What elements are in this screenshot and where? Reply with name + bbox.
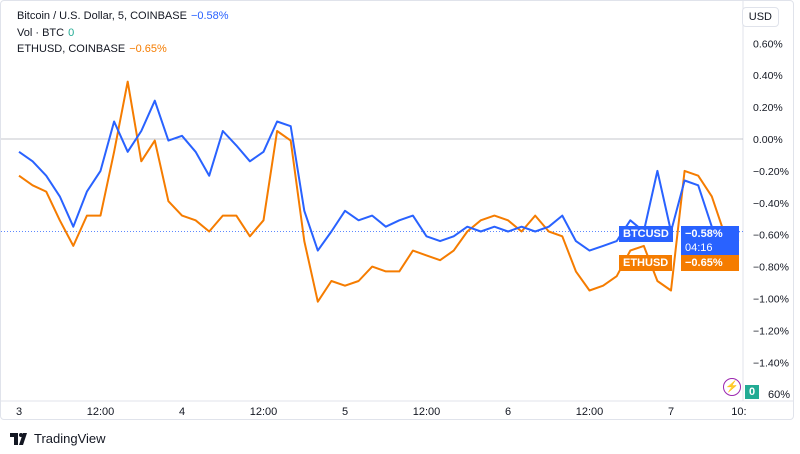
x-tick-label: 12:00 [576,406,604,418]
legend-vol-value: 0 [68,27,75,39]
btc-label-tag: BTCUSD [619,226,673,242]
bar-countdown: 04:16 [685,242,713,254]
legend-compare-title: ETHUSD, COINBASE [17,43,126,55]
y-tick-label: 0.60% [753,38,783,50]
tradingview-logo[interactable]: TradingView [10,431,106,446]
chart-frame[interactable]: 0.60% 0.40% 0.20% 0.00% −0.20% −0.40% −0.60% −0… [0,0,794,420]
btcusd-line [18,99,740,252]
tradingview-logo-icon [10,432,27,445]
y-tick-label: −0.80% [753,262,789,274]
legend-vol-label: Vol · BTC [17,27,65,39]
volume-scale-label: 60% [768,389,791,401]
x-tick-label: 12:00 [250,406,278,418]
legend-main-change: −0.58% [190,10,229,22]
btc-price-tag: −0.58% 04:16 [681,226,739,256]
legend-volume: Vol · BTC 0 [17,27,74,39]
x-tick-label: 12:00 [413,406,441,418]
y-tick-label: −0.40% [753,198,789,210]
y-tick-label: −1.20% [753,325,789,337]
volume-badge: 0 [745,385,760,399]
legend-compare: ETHUSD, COINBASE −0.65% [17,43,167,55]
y-tick-label: 0.40% [753,70,783,82]
x-tick-label: 12:00 [87,406,115,418]
y-tick-label: −0.60% [753,230,789,242]
ethusd-line [18,80,740,303]
x-tick-label: 10: [731,406,746,418]
y-tick-label: −1.40% [753,357,789,369]
currency-button[interactable]: USD [741,7,779,27]
x-tick-label: 4 [179,406,185,418]
legend-main: Bitcoin / U.S. Dollar, 5, COINBASE −0.58% [17,10,229,22]
x-tick-label: 5 [342,406,348,418]
y-tick-label: −0.20% [753,166,789,178]
y-tick-label: 0.00% [753,134,783,146]
legend-main-title: Bitcoin / U.S. Dollar, 5, COINBASE [17,10,187,22]
y-tick-label: −1.00% [753,294,789,306]
brand-name: TradingView [34,431,106,446]
x-tick-label: 7 [668,406,674,418]
lightning-icon[interactable]: ⚡ [723,378,741,396]
btc-price-value: −0.58% [685,228,723,240]
y-tick-label: 0.20% [753,102,783,114]
x-tick-label: 3 [16,406,22,418]
price-chart[interactable]: 0.60% 0.40% 0.20% 0.00% −0.20% −0.40% −0.60% −0… [1,1,794,420]
x-tick-label: 6 [505,406,511,418]
legend-compare-change: −0.65% [129,43,167,55]
eth-price-tag: −0.65% [681,255,739,271]
eth-label-tag: ETHUSD [619,255,673,271]
